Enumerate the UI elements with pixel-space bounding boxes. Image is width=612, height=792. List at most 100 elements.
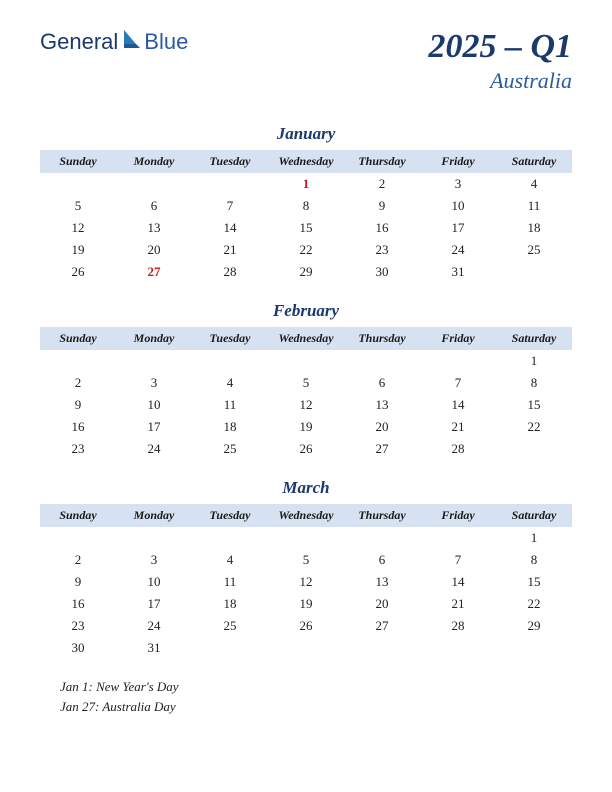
calendar-cell: 21	[420, 416, 496, 438]
calendar-cell: 24	[116, 615, 192, 637]
calendar-cell: 20	[116, 239, 192, 261]
calendar-cell: 4	[496, 173, 572, 195]
calendar-cell	[496, 438, 572, 460]
month-name: January	[40, 124, 572, 144]
calendar-cell: 27	[116, 261, 192, 283]
calendar-cell	[344, 350, 420, 372]
calendar-cell	[344, 527, 420, 549]
day-header: Saturday	[496, 327, 572, 350]
calendar-row: 9101112131415	[40, 394, 572, 416]
calendar-cell: 16	[40, 416, 116, 438]
calendar-row: 9101112131415	[40, 571, 572, 593]
calendar-cell: 8	[496, 372, 572, 394]
calendar-cell: 21	[192, 239, 268, 261]
day-header: Monday	[116, 504, 192, 527]
calendar-cell: 4	[192, 549, 268, 571]
calendar-cell	[116, 173, 192, 195]
calendar-row: 2345678	[40, 549, 572, 571]
day-header: Tuesday	[192, 504, 268, 527]
calendar-cell: 28	[192, 261, 268, 283]
calendar-cell: 28	[420, 615, 496, 637]
holiday-list: Jan 1: New Year's DayJan 27: Australia D…	[40, 677, 572, 716]
calendar-cell: 28	[420, 438, 496, 460]
calendar-cell: 18	[192, 416, 268, 438]
calendar-cell: 27	[344, 615, 420, 637]
calendar-cell: 26	[268, 615, 344, 637]
calendar-cell: 17	[116, 416, 192, 438]
calendar-cell: 7	[192, 195, 268, 217]
calendar-cell: 1	[496, 527, 572, 549]
calendar-cell	[268, 637, 344, 659]
day-header: Saturday	[496, 504, 572, 527]
day-header: Friday	[420, 150, 496, 173]
day-header: Sunday	[40, 327, 116, 350]
calendar-cell: 20	[344, 593, 420, 615]
calendar-row: 1	[40, 350, 572, 372]
calendar-cell: 5	[40, 195, 116, 217]
calendar-row: 2345678	[40, 372, 572, 394]
calendar-cell: 5	[268, 549, 344, 571]
calendar-cell: 15	[268, 217, 344, 239]
calendar-cell: 10	[420, 195, 496, 217]
logo-sail-icon	[122, 28, 142, 56]
calendar-cell: 25	[192, 438, 268, 460]
calendar-cell: 24	[420, 239, 496, 261]
calendar-cell: 16	[40, 593, 116, 615]
calendar-row: 1234	[40, 173, 572, 195]
calendar-cell: 17	[116, 593, 192, 615]
calendar-table: SundayMondayTuesdayWednesdayThursdayFrid…	[40, 150, 572, 283]
calendar-cell: 6	[344, 372, 420, 394]
calendar-cell: 12	[40, 217, 116, 239]
calendar-cell: 11	[192, 394, 268, 416]
calendar-cell: 13	[116, 217, 192, 239]
month-block: FebruarySundayMondayTuesdayWednesdayThur…	[40, 301, 572, 460]
calendar-cell: 2	[344, 173, 420, 195]
calendar-cell: 13	[344, 571, 420, 593]
calendar-row: 262728293031	[40, 261, 572, 283]
calendar-cell: 19	[268, 416, 344, 438]
calendar-cell: 26	[40, 261, 116, 283]
calendar-cell: 23	[40, 615, 116, 637]
calendar-cell: 7	[420, 549, 496, 571]
calendar-cell: 10	[116, 394, 192, 416]
calendar-cell	[40, 527, 116, 549]
calendar-cell	[496, 261, 572, 283]
calendar-cell: 1	[496, 350, 572, 372]
calendar-cell: 10	[116, 571, 192, 593]
day-header: Thursday	[344, 150, 420, 173]
calendar-cell	[192, 173, 268, 195]
day-header: Sunday	[40, 504, 116, 527]
calendar-table: SundayMondayTuesdayWednesdayThursdayFrid…	[40, 504, 572, 659]
day-header: Saturday	[496, 150, 572, 173]
calendar-cell: 18	[496, 217, 572, 239]
calendar-cell: 8	[268, 195, 344, 217]
calendar-cell	[496, 637, 572, 659]
calendar-cell: 3	[116, 549, 192, 571]
calendar-cell: 31	[420, 261, 496, 283]
calendar-row: 16171819202122	[40, 593, 572, 615]
month-name: February	[40, 301, 572, 321]
day-header: Wednesday	[268, 504, 344, 527]
calendar-cell	[268, 527, 344, 549]
page-subtitle: Australia	[428, 68, 572, 94]
calendar-cell	[192, 527, 268, 549]
calendar-cell: 16	[344, 217, 420, 239]
calendar-cell: 9	[344, 195, 420, 217]
day-header: Thursday	[344, 504, 420, 527]
calendar-cell	[268, 350, 344, 372]
calendar-cell: 22	[496, 416, 572, 438]
holiday-entry: Jan 1: New Year's Day	[60, 677, 572, 697]
calendar-cell: 9	[40, 394, 116, 416]
calendar-cell: 27	[344, 438, 420, 460]
calendar-cell: 19	[268, 593, 344, 615]
calendar-cell: 31	[116, 637, 192, 659]
calendar-cell: 23	[40, 438, 116, 460]
header: General Blue 2025 – Q1 Australia	[40, 28, 572, 94]
day-header: Friday	[420, 504, 496, 527]
calendar-cell	[344, 637, 420, 659]
calendar-cell: 4	[192, 372, 268, 394]
day-header: Wednesday	[268, 327, 344, 350]
calendar-cell	[192, 637, 268, 659]
calendar-cell: 15	[496, 394, 572, 416]
month-block: MarchSundayMondayTuesdayWednesdayThursda…	[40, 478, 572, 659]
